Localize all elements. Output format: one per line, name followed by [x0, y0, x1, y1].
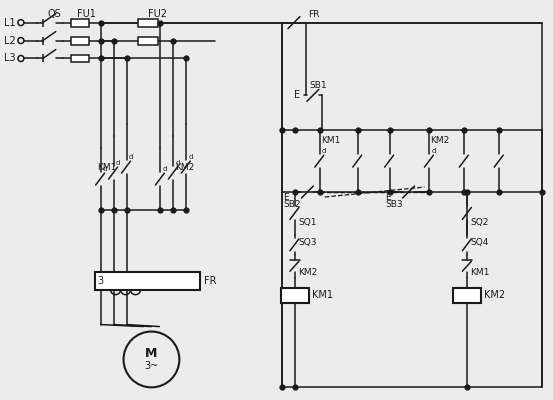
Bar: [71, 54, 88, 62]
Text: QS: QS: [48, 9, 61, 19]
Text: M: M: [145, 347, 158, 360]
Text: SB1: SB1: [309, 81, 326, 90]
Text: d: d: [103, 166, 107, 172]
Text: SQ2: SQ2: [470, 218, 489, 228]
Text: KM2: KM2: [430, 136, 450, 145]
Text: 3~: 3~: [144, 362, 159, 372]
Text: KM2: KM2: [298, 268, 317, 277]
Text: E: E: [283, 192, 289, 202]
Text: FR: FR: [204, 276, 217, 286]
Bar: [453, 288, 481, 303]
Text: KM2: KM2: [175, 163, 195, 172]
Text: E: E: [385, 192, 391, 202]
Text: L1: L1: [4, 18, 15, 28]
Bar: [138, 19, 158, 27]
Text: SB2: SB2: [283, 200, 300, 210]
Text: FR: FR: [308, 10, 319, 19]
Text: d: d: [175, 160, 180, 166]
Text: FU1: FU1: [77, 9, 96, 19]
Bar: [95, 272, 200, 290]
Text: E: E: [294, 90, 300, 100]
Text: KM1: KM1: [470, 268, 490, 277]
Bar: [281, 288, 309, 303]
Text: d: d: [128, 154, 133, 160]
Text: KM1: KM1: [321, 136, 340, 145]
Text: FU2: FU2: [148, 9, 168, 19]
Text: L3: L3: [4, 54, 15, 64]
Text: d: d: [322, 148, 326, 154]
Bar: [138, 36, 158, 44]
Text: 3: 3: [98, 276, 104, 286]
Text: SQ4: SQ4: [470, 238, 489, 247]
Text: d: d: [163, 166, 167, 172]
Bar: [71, 19, 88, 27]
Text: SQ1: SQ1: [298, 218, 316, 228]
Text: d: d: [431, 148, 436, 154]
Text: L2: L2: [4, 36, 15, 46]
Text: d: d: [189, 154, 192, 160]
Text: SQ3: SQ3: [298, 238, 316, 247]
Text: KM2: KM2: [484, 290, 505, 300]
Text: KM1: KM1: [98, 163, 117, 172]
Text: d: d: [116, 160, 120, 166]
Text: KM1: KM1: [312, 290, 333, 300]
Bar: [71, 36, 88, 44]
Text: SB3: SB3: [385, 200, 403, 210]
